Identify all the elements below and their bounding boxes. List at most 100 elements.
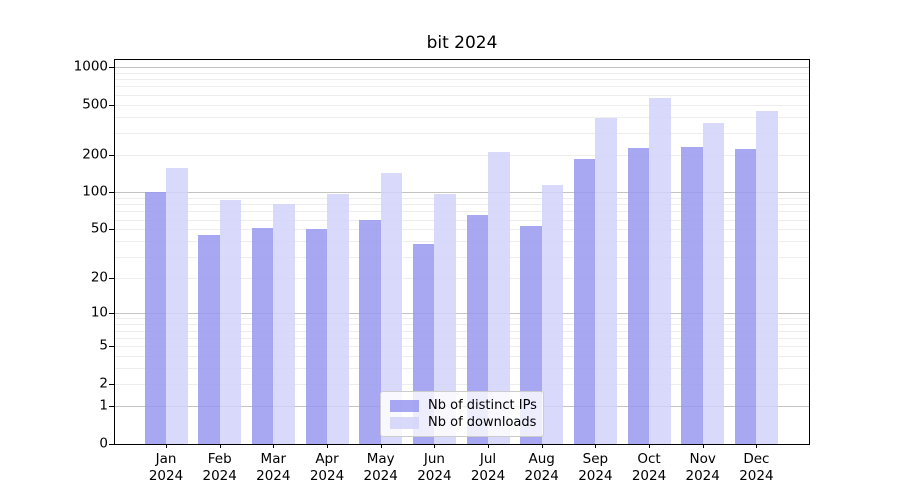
- bar-downloads-jul: [488, 151, 510, 444]
- bar-distinct-ips-nov: [681, 147, 703, 444]
- bar-downloads-nov: [702, 122, 725, 444]
- y-tick-label: 100: [82, 183, 108, 200]
- gridline-minor: [115, 132, 809, 134]
- gridline-minor: [115, 154, 809, 156]
- bar-distinct-ips-apr: [305, 229, 327, 444]
- y-tick: [109, 154, 114, 156]
- x-tick-label-jan: Jan 2024: [148, 451, 184, 484]
- legend-item-downloads: Nb of downloads: [390, 415, 537, 430]
- gridline-minor: [115, 197, 809, 199]
- x-tick-label-sep: Sep 2024: [578, 451, 613, 484]
- y-tick-label: 20: [90, 269, 108, 286]
- gridline-major: [115, 313, 809, 315]
- x-tick-label-apr: Apr 2024: [309, 451, 345, 484]
- x-tick: [702, 444, 704, 448]
- x-tick: [595, 444, 597, 448]
- gridline-major: [115, 66, 809, 68]
- gridline-minor: [115, 86, 809, 88]
- y-tick: [109, 66, 114, 68]
- gridline-minor: [115, 204, 809, 206]
- gridline-minor: [115, 256, 809, 258]
- bar-downloads-jan: [166, 168, 188, 444]
- y-tick-label: 500: [82, 95, 108, 112]
- y-tick-label: 1000: [73, 58, 108, 75]
- y-tick: [109, 346, 114, 348]
- x-tick: [488, 444, 489, 448]
- gridline-minor: [115, 211, 809, 213]
- legend: Nb of distinct IPs Nb of downloads: [380, 391, 544, 437]
- bar-distinct-ips-feb: [198, 235, 220, 444]
- bar-distinct-ips-aug: [520, 226, 542, 444]
- x-tick: [380, 444, 382, 448]
- bar-distinct-ips-sep: [573, 158, 596, 444]
- x-tick-label-mar: Mar 2024: [256, 451, 291, 484]
- gridline-minor: [115, 241, 809, 243]
- chart-title: bit 2024: [426, 33, 498, 53]
- x-tick-label-dec: Dec 2024: [739, 451, 774, 484]
- x-tick-label-may: May 2024: [363, 451, 398, 484]
- y-tick-label: 50: [90, 220, 108, 237]
- bar-distinct-ips-may: [359, 219, 381, 444]
- y-tick: [109, 104, 114, 106]
- gridline-minor: [115, 79, 809, 81]
- x-tick-label-oct: Oct 2024: [631, 451, 667, 484]
- gridline-minor: [115, 94, 809, 96]
- y-tick-label: 5: [99, 337, 108, 354]
- legend-swatch-downloads: [390, 416, 419, 429]
- gridline-minor: [115, 324, 809, 326]
- x-tick: [166, 444, 167, 448]
- bar-downloads-may: [380, 172, 403, 444]
- bar-downloads-jun: [434, 194, 456, 444]
- x-tick: [434, 444, 436, 448]
- gridline-minor: [115, 337, 809, 339]
- bar-distinct-ips-oct: [627, 148, 649, 444]
- gridline-minor: [115, 219, 809, 221]
- legend-label-downloads: Nb of downloads: [428, 415, 537, 430]
- bar-distinct-ips-dec: [734, 149, 757, 444]
- gridline-minor: [115, 368, 809, 370]
- y-tick: [109, 192, 114, 194]
- y-tick: [109, 229, 114, 231]
- x-tick-label-feb: Feb 2024: [202, 451, 237, 484]
- gridline-minor: [115, 330, 809, 332]
- x-tick-label-jun: Jun 2024: [417, 451, 452, 484]
- y-tick-label: 1: [99, 397, 108, 414]
- bar-downloads-mar: [273, 204, 295, 444]
- gridline-minor: [115, 318, 809, 320]
- bar-downloads-apr: [327, 194, 349, 444]
- y-tick: [109, 384, 114, 385]
- y-tick: [109, 313, 114, 315]
- x-tick: [327, 444, 328, 448]
- bar-distinct-ips-mar: [251, 228, 274, 444]
- x-tick: [273, 444, 275, 448]
- x-tick-label-aug: Aug 2024: [524, 451, 559, 484]
- x-tick: [649, 444, 650, 448]
- bar-distinct-ips-jan: [144, 192, 166, 444]
- gridline-minor: [115, 356, 809, 358]
- y-tick-label: 2: [99, 375, 108, 392]
- legend-label-distinct-ips: Nb of distinct IPs: [428, 398, 537, 413]
- y-tick: [109, 444, 114, 445]
- plot-area: [114, 59, 810, 445]
- bar-downloads-aug: [541, 184, 564, 444]
- gridline-minor: [115, 104, 809, 106]
- gridline-minor: [115, 72, 809, 74]
- x-tick: [541, 444, 543, 448]
- legend-swatch-distinct-ips: [390, 399, 419, 412]
- gridline-major: [115, 192, 809, 194]
- x-tick: [756, 444, 758, 448]
- bar-downloads-oct: [649, 98, 671, 444]
- gridline-minor: [115, 116, 809, 118]
- y-tick-label: 0: [99, 435, 108, 452]
- x-tick: [219, 444, 221, 448]
- gridline-minor: [115, 277, 809, 279]
- x-tick-label-jul: Jul 2024: [470, 451, 506, 484]
- y-tick: [109, 406, 114, 408]
- bar-downloads-feb: [219, 200, 242, 444]
- legend-item-distinct-ips: Nb of distinct IPs: [390, 398, 537, 413]
- gridline-minor: [115, 346, 809, 348]
- bar-distinct-ips-jul: [466, 215, 488, 444]
- y-tick: [109, 277, 114, 279]
- gridline-minor: [115, 229, 809, 231]
